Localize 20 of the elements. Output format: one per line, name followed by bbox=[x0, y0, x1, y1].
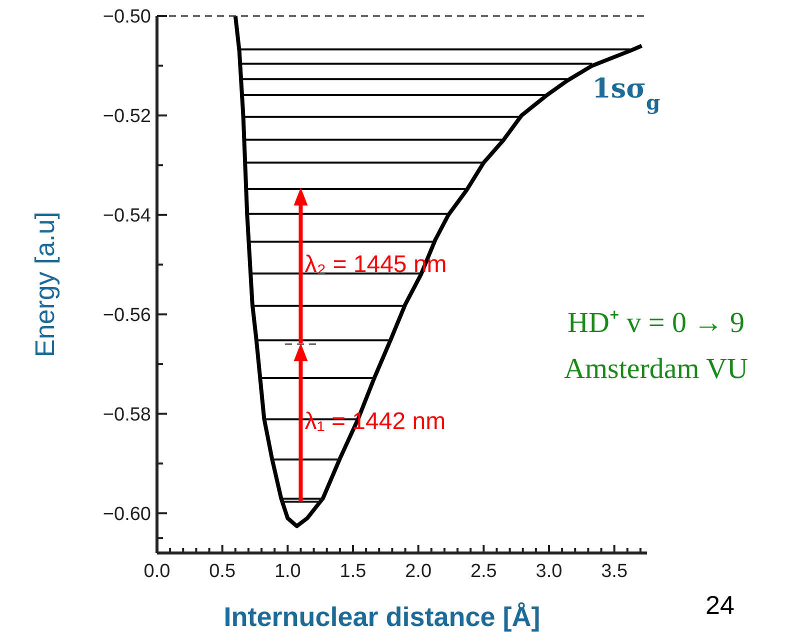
annotation: Amsterdam VU bbox=[564, 353, 748, 385]
x-tick-label: 3.5 bbox=[601, 561, 628, 582]
y-tick-label: −0.52 bbox=[102, 106, 151, 128]
annotation: HD⁺ v = 0 → 9 bbox=[568, 307, 744, 339]
x-tick-label: 0.5 bbox=[209, 561, 236, 582]
y-axis-title: Energy [a.u] bbox=[30, 212, 60, 358]
x-tick-label: 0.0 bbox=[144, 561, 170, 582]
text: 24 bbox=[706, 590, 734, 620]
x-tick-label: 2.5 bbox=[470, 561, 497, 582]
x-axis-title: Internuclear distance [Å] bbox=[224, 602, 540, 632]
y-tick-label: −0.60 bbox=[102, 504, 151, 525]
y-tick-label: −0.50 bbox=[102, 6, 151, 28]
x-tick-label: 1.0 bbox=[274, 561, 301, 582]
y-tick-label: −0.54 bbox=[102, 206, 152, 227]
y-tick-label: −0.58 bbox=[102, 404, 151, 426]
x-tick-label: 2.0 bbox=[405, 561, 432, 582]
x-tick-label: 3.0 bbox=[536, 561, 562, 582]
y-tick-label: −0.56 bbox=[102, 304, 151, 326]
series-label: 1sσ$_{g}$ bbox=[592, 74, 660, 115]
x-tick-label: 1.5 bbox=[340, 561, 366, 582]
